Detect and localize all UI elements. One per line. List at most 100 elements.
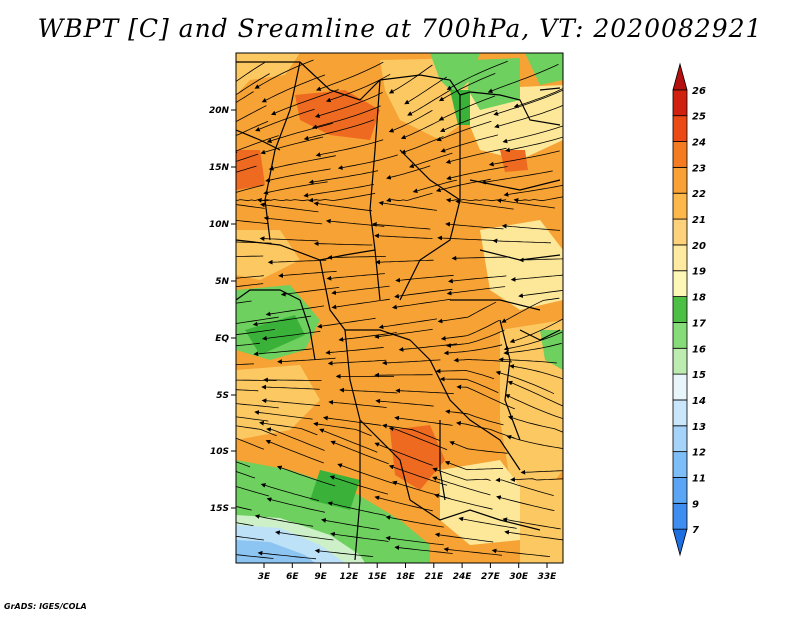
colorbar-label: 20 bbox=[692, 241, 706, 252]
streamline bbox=[374, 233, 433, 239]
streamline bbox=[443, 344, 503, 356]
streamline bbox=[388, 426, 448, 451]
streamline bbox=[458, 516, 517, 529]
streamline bbox=[236, 522, 254, 526]
streamline bbox=[434, 493, 493, 510]
streamline bbox=[236, 220, 269, 225]
lat-label: 5S bbox=[216, 391, 229, 401]
streamline bbox=[385, 515, 444, 528]
colorbar-label: 16 bbox=[692, 344, 706, 355]
colorbar-swatch bbox=[672, 502, 688, 530]
streamline bbox=[337, 154, 398, 170]
streamline bbox=[439, 376, 499, 394]
streamline bbox=[409, 152, 453, 169]
streamline bbox=[456, 384, 515, 410]
streamline bbox=[445, 221, 504, 230]
colorbar-label: 14 bbox=[692, 396, 706, 407]
streamline bbox=[394, 545, 453, 554]
coastline bbox=[236, 289, 301, 301]
streamline bbox=[328, 399, 387, 408]
streamline bbox=[496, 198, 555, 209]
field-patch-light-orange bbox=[520, 480, 563, 563]
colorbar-label: 21 bbox=[692, 215, 706, 226]
streamline bbox=[266, 497, 325, 513]
footer-credit: GrADS: IGES/COLA bbox=[4, 602, 87, 611]
colorbar-swatch bbox=[672, 425, 688, 453]
field-patch-light-orange bbox=[236, 365, 320, 440]
lon-label: 21E bbox=[424, 572, 444, 582]
lat-label: 20N bbox=[209, 106, 230, 116]
streamline bbox=[236, 425, 277, 437]
streamline bbox=[510, 274, 563, 282]
streamline bbox=[398, 343, 458, 352]
border-line bbox=[399, 95, 461, 301]
streamline bbox=[388, 464, 448, 486]
streamline bbox=[439, 109, 498, 133]
streamline bbox=[436, 120, 492, 142]
field-patch-blue bbox=[236, 540, 315, 563]
lat-label: 15S bbox=[210, 504, 229, 514]
streamline bbox=[488, 150, 560, 167]
streamline bbox=[374, 328, 433, 339]
streamline bbox=[236, 105, 267, 123]
streamline bbox=[321, 518, 380, 530]
streamline bbox=[456, 421, 515, 439]
streamline bbox=[236, 471, 256, 479]
lon-label: 18E bbox=[396, 572, 416, 582]
border-line bbox=[399, 149, 461, 201]
field-patch-dark-green bbox=[310, 470, 360, 510]
streamline bbox=[400, 118, 444, 140]
colorbar-label: 18 bbox=[692, 293, 706, 304]
border-line bbox=[439, 420, 446, 501]
colorbar-label: 26 bbox=[692, 86, 706, 97]
border-line bbox=[409, 339, 521, 471]
streamline bbox=[394, 288, 453, 299]
wbpt-field bbox=[236, 53, 563, 563]
streamline bbox=[236, 135, 279, 154]
streamline bbox=[236, 120, 269, 137]
streamline bbox=[326, 273, 385, 281]
colorbar-swatch bbox=[672, 399, 688, 427]
streamline bbox=[278, 270, 337, 278]
streamline bbox=[325, 347, 384, 355]
streamline bbox=[317, 317, 376, 329]
streamline bbox=[437, 301, 497, 324]
streamline bbox=[504, 529, 563, 541]
border-line bbox=[499, 319, 521, 441]
streamline bbox=[435, 368, 495, 380]
streamline bbox=[327, 359, 387, 366]
streamline bbox=[501, 297, 560, 323]
streamline bbox=[448, 275, 507, 284]
streamline bbox=[263, 181, 328, 195]
colorbar-label: 22 bbox=[692, 189, 706, 200]
streamline bbox=[391, 298, 451, 310]
streamline bbox=[325, 73, 391, 103]
streamline bbox=[277, 357, 336, 364]
streamline bbox=[259, 236, 319, 242]
colorbar-swatch bbox=[672, 141, 688, 168]
colorbar-swatch bbox=[672, 115, 688, 142]
streamline bbox=[386, 192, 433, 203]
streamline bbox=[322, 415, 382, 426]
streamline bbox=[513, 196, 563, 203]
streamline bbox=[432, 476, 491, 496]
streamline bbox=[236, 329, 275, 336]
streamline bbox=[313, 241, 373, 247]
streamline bbox=[520, 469, 563, 475]
map-title: WBPT [C] and Sreamline at 700hPa, VT: 20… bbox=[37, 14, 763, 43]
streamline bbox=[303, 119, 375, 141]
streamline bbox=[236, 255, 264, 257]
colorbar-swatch bbox=[672, 218, 688, 246]
streamline bbox=[267, 259, 327, 265]
border-line bbox=[469, 91, 561, 126]
streamline bbox=[313, 421, 372, 437]
lat-label: EQ bbox=[215, 334, 229, 344]
streamline bbox=[378, 200, 437, 211]
streamline bbox=[434, 532, 494, 543]
streamline bbox=[432, 467, 491, 481]
streamline bbox=[327, 255, 386, 260]
streamline bbox=[254, 410, 313, 420]
streamline bbox=[330, 531, 389, 542]
streamline bbox=[507, 415, 563, 433]
streamline bbox=[492, 238, 551, 244]
